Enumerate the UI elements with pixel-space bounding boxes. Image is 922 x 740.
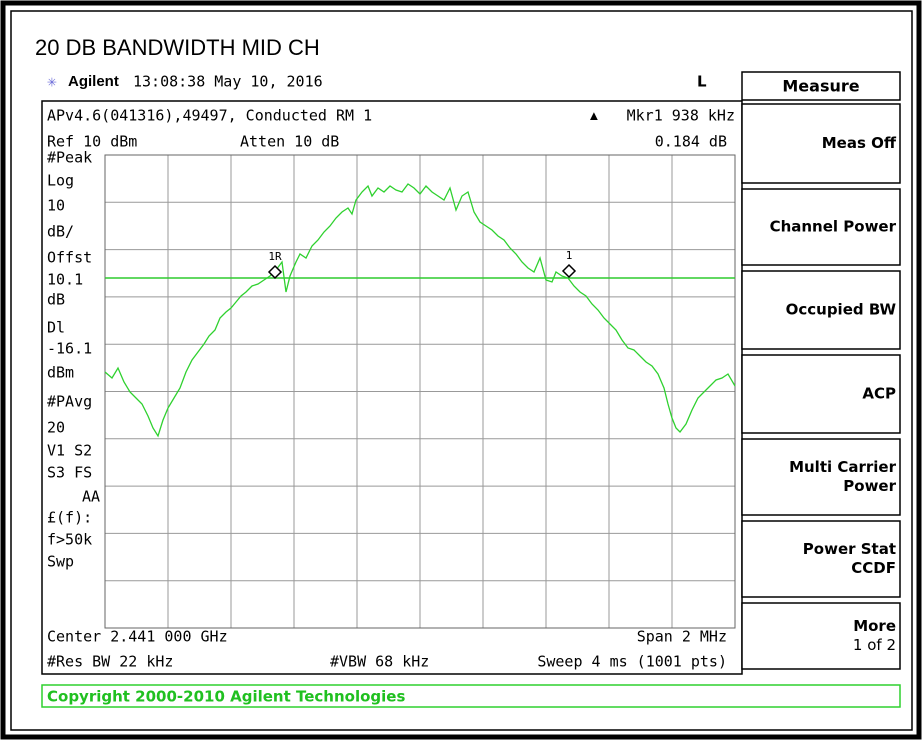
marker-tag: 1 <box>566 249 573 262</box>
softkey-label[interactable]: Multi Carrier <box>789 458 897 476</box>
page-title: 20 DB BANDWIDTH MID CH <box>35 35 320 60</box>
side-annotations: #Peak Log 10 dB/Offst 10.1 dB Dl -16.1 dBm #PAvg 2… <box>47 149 100 571</box>
marker-diamond <box>561 263 577 279</box>
video-bandwidth: #VBW 68 kHz <box>330 653 429 671</box>
side-annotation: S3 FS <box>47 464 92 482</box>
side-annotation: dB <box>47 291 65 309</box>
menu-title-box <box>741 71 901 101</box>
marker-label: Mkr1 938 kHz <box>627 107 735 125</box>
softkey-label[interactable]: Occupied BW <box>786 301 897 319</box>
marker-1: 1 <box>561 249 577 279</box>
menu-title: Measure <box>782 77 859 96</box>
softkey-label[interactable]: More <box>853 617 896 635</box>
span: Span 2 MHz <box>637 628 727 646</box>
softkey-box[interactable] <box>741 438 901 516</box>
side-annotation: AA <box>82 488 100 506</box>
softkey-label[interactable]: Channel Power <box>770 218 897 236</box>
side-annotation: 10 <box>47 197 65 215</box>
side-annotation: Log <box>47 172 74 190</box>
header: ✳ Agilent 13:08:38 May 10, 2016 L <box>47 72 707 91</box>
marker-tag: 1R <box>268 250 282 263</box>
softkey-label[interactable]: Power Stat <box>803 540 896 558</box>
softkey-label[interactable]: 1 of 2 <box>853 636 896 654</box>
softkey[interactable]: Channel Power <box>741 188 901 266</box>
softkey-label[interactable]: Meas Off <box>822 134 897 152</box>
softkey[interactable]: ACP <box>741 354 901 434</box>
side-annotation: -16.1 <box>47 340 92 358</box>
softkey-label[interactable]: ACP <box>862 385 896 403</box>
logo-icon: ✳ <box>47 72 57 91</box>
graticule <box>105 155 735 628</box>
sweep: Sweep 4 ms (1001 pts) <box>537 653 727 671</box>
marker-delta-icon: ▲ <box>590 109 598 124</box>
side-annotation: f>50k <box>47 531 92 549</box>
center-frequency: Center 2.441 000 GHz <box>47 628 228 646</box>
side-annotation: £(f): <box>47 509 92 527</box>
reference-level: Ref 10 dBm <box>47 133 137 151</box>
side-annotation: dB/ <box>47 223 74 241</box>
brand: Agilent <box>68 73 119 90</box>
time: 13:08:38 May 10, 2016 <box>133 73 323 91</box>
screen-info: APv4.6(041316),49497, Conducted RM 1 <box>47 107 372 125</box>
softkey-label[interactable]: CCDF <box>851 559 896 577</box>
softkey-box[interactable] <box>741 520 901 598</box>
trace <box>104 183 736 438</box>
softkey-box[interactable] <box>741 103 901 184</box>
marker-diamond <box>267 264 283 280</box>
side-annotation: #Peak <box>47 149 92 167</box>
resolution-bandwidth: #Res BW 22 kHz <box>47 653 173 671</box>
softkey[interactable]: Occupied BW <box>741 270 901 350</box>
side-annotation: V1 S2 <box>47 442 92 460</box>
softkeys: Meas Off Channel Power Occupied BW ACP Multi… <box>741 103 901 670</box>
softkey-box[interactable] <box>741 188 901 266</box>
side-annotation: Dl <box>47 319 65 337</box>
status-bar <box>41 684 901 708</box>
side-annotation: dBm <box>47 364 74 382</box>
side-annotation: #PAvg <box>47 393 92 411</box>
side-annotation: 10.1 <box>47 271 83 289</box>
softkey-box[interactable] <box>741 602 901 670</box>
softkey-box[interactable] <box>741 354 901 434</box>
copyright: Copyright 2000-2010 Agilent Technologies <box>47 688 405 706</box>
inner-frame <box>10 10 913 731</box>
softkey[interactable]: Meas Off <box>741 103 901 184</box>
attenuation: Atten 10 dB <box>240 133 339 151</box>
side-annotation: Swp <box>47 553 74 571</box>
softkey-label[interactable]: Power <box>843 477 896 495</box>
graticule-border <box>104 154 736 629</box>
side-annotation: 20 <box>47 419 65 437</box>
softkey-box[interactable] <box>741 270 901 350</box>
status: L <box>697 73 707 91</box>
marker-1r: 1R <box>267 250 283 280</box>
side-annotation: Offst <box>47 249 92 267</box>
marker-value: 0.184 dB <box>655 133 727 151</box>
